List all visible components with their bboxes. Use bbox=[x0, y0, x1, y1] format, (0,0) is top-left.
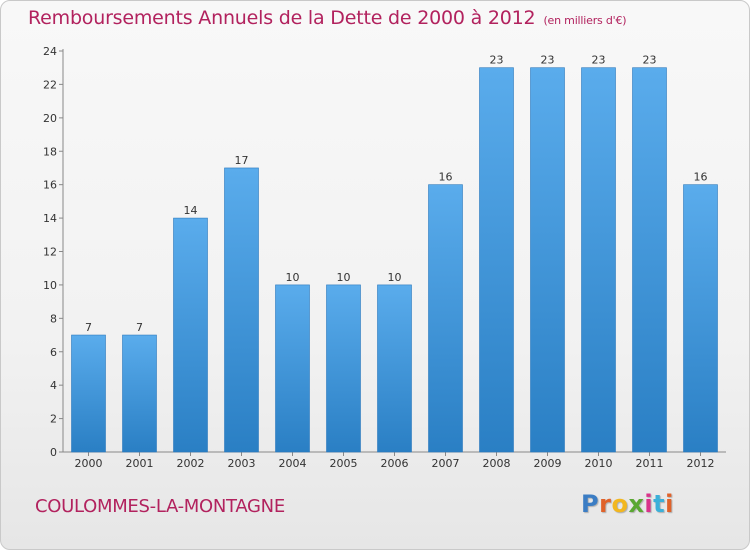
x-tick-label: 2006 bbox=[381, 457, 409, 470]
x-tick-label: 2012 bbox=[687, 457, 715, 470]
data-label: 14 bbox=[184, 204, 198, 217]
data-label: 10 bbox=[388, 271, 402, 284]
bar bbox=[71, 334, 106, 453]
x-tick-label: 2011 bbox=[636, 457, 664, 470]
x-tick-label: 2009 bbox=[534, 457, 562, 470]
data-label: 16 bbox=[694, 171, 708, 184]
bar bbox=[173, 217, 208, 453]
bar bbox=[224, 167, 259, 453]
bar bbox=[479, 67, 514, 453]
y-tick-label: 0 bbox=[50, 446, 57, 459]
logo-letter: i bbox=[644, 490, 654, 518]
data-label: 17 bbox=[235, 154, 249, 167]
y-tick-label: 8 bbox=[50, 312, 57, 325]
logo-letter: i bbox=[665, 490, 674, 518]
x-tick-label: 2007 bbox=[432, 457, 460, 470]
x-tick-label: 2008 bbox=[483, 457, 511, 470]
logo-letter: x bbox=[628, 490, 645, 518]
y-tick-label: 12 bbox=[43, 246, 57, 259]
y-tick-label: 14 bbox=[43, 212, 57, 225]
data-label: 10 bbox=[286, 271, 300, 284]
proxiti-logo[interactable]: Proxiti bbox=[581, 490, 674, 518]
y-tick-label: 16 bbox=[43, 179, 57, 192]
data-label: 23 bbox=[490, 54, 504, 67]
chart-title: Remboursements Annuels de la Dette de 20… bbox=[28, 7, 627, 29]
y-tick-label: 6 bbox=[50, 346, 57, 359]
y-tick-label: 18 bbox=[43, 145, 57, 158]
x-tick-label: 2004 bbox=[279, 457, 307, 470]
chart-title-text: Remboursements Annuels de la Dette de 20… bbox=[28, 7, 536, 29]
data-label: 16 bbox=[439, 171, 453, 184]
x-tick-label: 2001 bbox=[126, 457, 154, 470]
bar bbox=[581, 67, 616, 453]
data-label: 7 bbox=[85, 321, 92, 334]
x-tick-label: 2010 bbox=[585, 457, 613, 470]
logo-letter: r bbox=[599, 490, 612, 518]
bar bbox=[683, 184, 718, 453]
bar bbox=[377, 284, 412, 453]
y-tick-label: 4 bbox=[50, 379, 57, 392]
bar bbox=[632, 67, 667, 453]
logo-letter: P bbox=[581, 490, 600, 518]
chart-subtitle: (en milliers d'€) bbox=[543, 14, 627, 27]
x-tick-label: 2002 bbox=[177, 457, 205, 470]
bar bbox=[122, 334, 157, 453]
data-label: 7 bbox=[136, 321, 143, 334]
commune-name: COULOMMES-LA-MONTAGNE bbox=[35, 496, 285, 517]
x-tick-label: 2003 bbox=[228, 457, 256, 470]
y-tick-label: 10 bbox=[43, 279, 57, 292]
data-label: 23 bbox=[541, 54, 555, 67]
y-tick-label: 2 bbox=[50, 413, 57, 426]
x-tick-label: 2000 bbox=[75, 457, 103, 470]
bar bbox=[428, 184, 463, 453]
x-tick-label: 2005 bbox=[330, 457, 358, 470]
bar bbox=[326, 284, 361, 453]
data-label: 10 bbox=[337, 271, 351, 284]
data-label: 23 bbox=[643, 54, 657, 67]
y-tick-label: 20 bbox=[43, 112, 57, 125]
bar bbox=[275, 284, 310, 453]
logo-letter: t bbox=[653, 490, 666, 518]
y-tick-label: 22 bbox=[43, 78, 57, 91]
data-label: 23 bbox=[592, 54, 606, 67]
bar bbox=[530, 67, 565, 453]
logo-letter: o bbox=[611, 490, 629, 518]
y-tick-label: 24 bbox=[43, 45, 57, 58]
